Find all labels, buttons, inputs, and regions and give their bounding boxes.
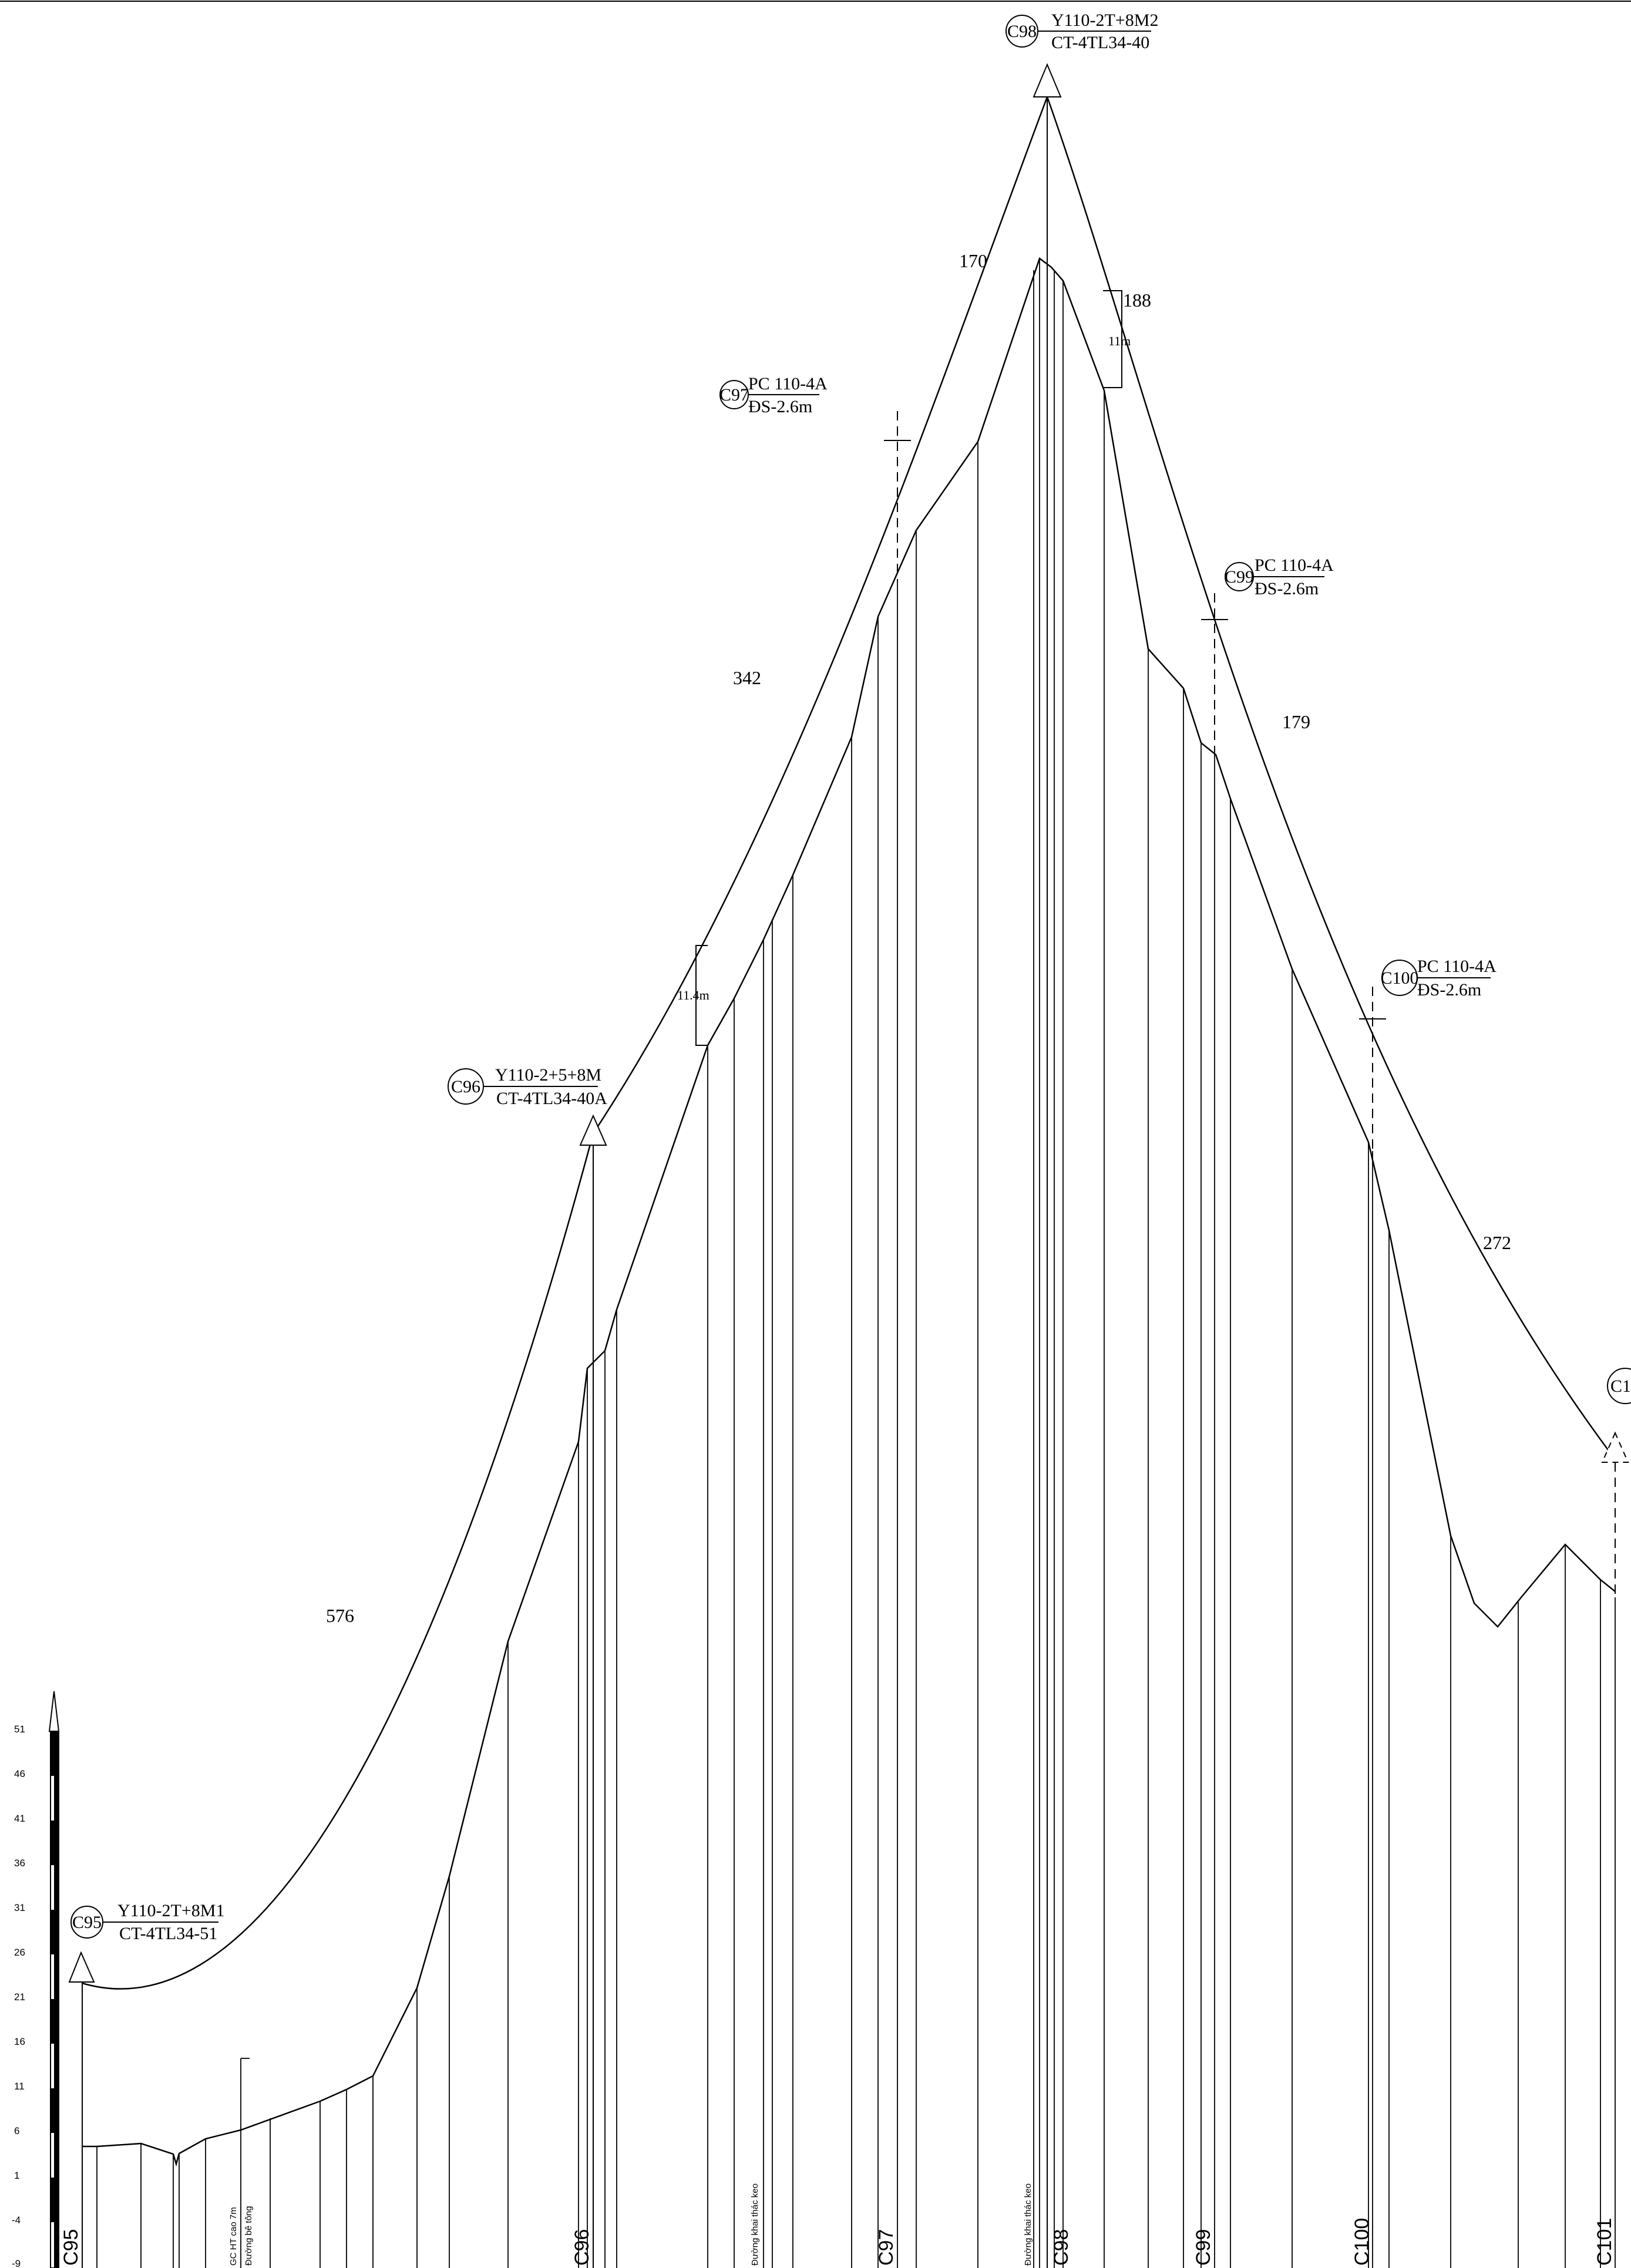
tower-label-c95: C95 Y110-2T+8M1 CT-4TL34-51: [70, 1901, 224, 1943]
scale-tick-label: 11: [14, 2081, 25, 2092]
clearance-label: 11.4m: [677, 988, 709, 1002]
scale-tick-label: 51: [14, 1724, 25, 1735]
scale-tick-label: 21: [14, 1991, 25, 2003]
tower-label-c97: C97 PC 110-4A ĐS-2.6m: [719, 374, 828, 416]
tower-id: C99: [1225, 567, 1254, 587]
tower-id: C100: [1380, 968, 1418, 988]
crossing-note: Đường khai thác keo: [1023, 2183, 1033, 2266]
tower-c101-symbol: [1601, 1431, 1629, 1597]
span-length-label: 272: [1483, 1232, 1511, 1253]
baseline-tower-label: C97: [875, 2229, 897, 2266]
crossing-note: Đường khai thác keo: [750, 2183, 760, 2266]
baseline-tower-label: C96: [571, 2229, 593, 2266]
baseline-tower-label: C95: [60, 2229, 82, 2266]
tower-type: PC 110-4A: [1417, 957, 1497, 976]
tower-c96-symbol: [579, 1114, 607, 2268]
scale-tick-label: 6: [14, 2125, 19, 2136]
conductor-span-c98-c101: [1046, 96, 1616, 1460]
crossing-note: Đường bê tông: [244, 2206, 254, 2266]
tower-id: C97: [719, 385, 749, 405]
tower-id: C96: [451, 1077, 480, 1096]
tower-triangle-icon: [1033, 63, 1062, 97]
tower-c99-symbol: [1201, 593, 1228, 752]
tower-triangle-icon: [68, 1951, 95, 1983]
tower-id: C10: [1610, 1377, 1631, 1396]
scale-tick-label: 36: [14, 1858, 25, 1869]
tower-id-circle: [1607, 1368, 1631, 1404]
scale-arrow-icon: [48, 1691, 60, 1732]
station-lines: [96, 258, 1616, 2268]
scale-bar-segments: [51, 1731, 59, 2268]
crossing-note: GC HT cao 7m: [228, 2207, 238, 2266]
tower-label-c98: C98 Y110-2T+8M2 CT-4TL34-40: [1005, 11, 1158, 52]
baseline-tower-label: C101: [1593, 2218, 1616, 2266]
tower-id: C98: [1007, 22, 1037, 41]
tower-c98-symbol: [1033, 63, 1062, 2268]
tower-id: C95: [72, 1913, 102, 1932]
clearance-marker-c98-c99: 11m: [1103, 290, 1131, 388]
tower-code: CT-4TL34-40A: [496, 1089, 607, 1108]
tower-c100-symbol: [1359, 987, 1386, 1151]
tower-label-c101-partial: C10: [1607, 1368, 1631, 1404]
baseline-tower-label: C99: [1192, 2229, 1215, 2266]
tower-code: CT-4TL34-40: [1051, 33, 1149, 52]
baseline-tower-label: C100: [1351, 2218, 1373, 2266]
span-length-label: 179: [1282, 711, 1310, 732]
tower-c97-symbol: [884, 411, 911, 581]
tower-label-c100: C100 PC 110-4A ĐS-2.6m: [1380, 957, 1497, 1000]
tower-type: PC 110-4A: [1255, 556, 1334, 575]
tower-type: PC 110-4A: [748, 374, 828, 393]
scale-tick-label: -4: [12, 2215, 21, 2226]
conductor-span-c96-c98: [592, 96, 1048, 1134]
tower-label-c96: C96 Y110-2+5+8M CT-4TL34-40A: [448, 1065, 607, 1108]
scale-tick-label: -9: [12, 2258, 21, 2268]
span-length-label: 576: [326, 1605, 354, 1626]
scale-tick-label: 31: [14, 1902, 25, 1913]
tower-code: CT-4TL34-51: [119, 1924, 217, 1943]
span-length-label: 342: [733, 667, 761, 688]
scale-tick-label: 46: [14, 1768, 25, 1779]
clearance-label: 11m: [1108, 334, 1131, 348]
tower-type: Y110-2T+8M2: [1051, 11, 1158, 30]
tower-code: ĐS-2.6m: [1255, 579, 1319, 598]
span-length-label: 170: [959, 250, 987, 271]
scale-tick-label: 41: [14, 1813, 25, 1824]
span-length-label: 188: [1123, 290, 1151, 311]
scale-tick-label: 1: [14, 2170, 19, 2181]
vertical-scale: 51 46 41 36 31 26 21 16 11 6 1 -4 -9: [12, 1691, 60, 2268]
tower-type: Y110-2+5+8M: [495, 1065, 601, 1085]
tower-type: Y110-2T+8M1: [117, 1901, 224, 1920]
tower-c95-symbol: [68, 1951, 95, 2268]
baseline-tower-label: C98: [1050, 2229, 1072, 2266]
scale-tick-label: 26: [14, 1947, 25, 1958]
tower-code: ĐS-2.6m: [1417, 980, 1481, 1000]
scale-tick-label: 16: [14, 2036, 25, 2047]
ground-profile-line: [82, 257, 1616, 2167]
clearance-marker-c96-c97: 11.4m: [677, 945, 709, 1046]
tower-code: ĐS-2.6m: [748, 397, 812, 416]
tower-label-c99: C99 PC 110-4A ĐS-2.6m: [1225, 556, 1334, 598]
conductor-span-c95-c96: [82, 1133, 594, 1990]
